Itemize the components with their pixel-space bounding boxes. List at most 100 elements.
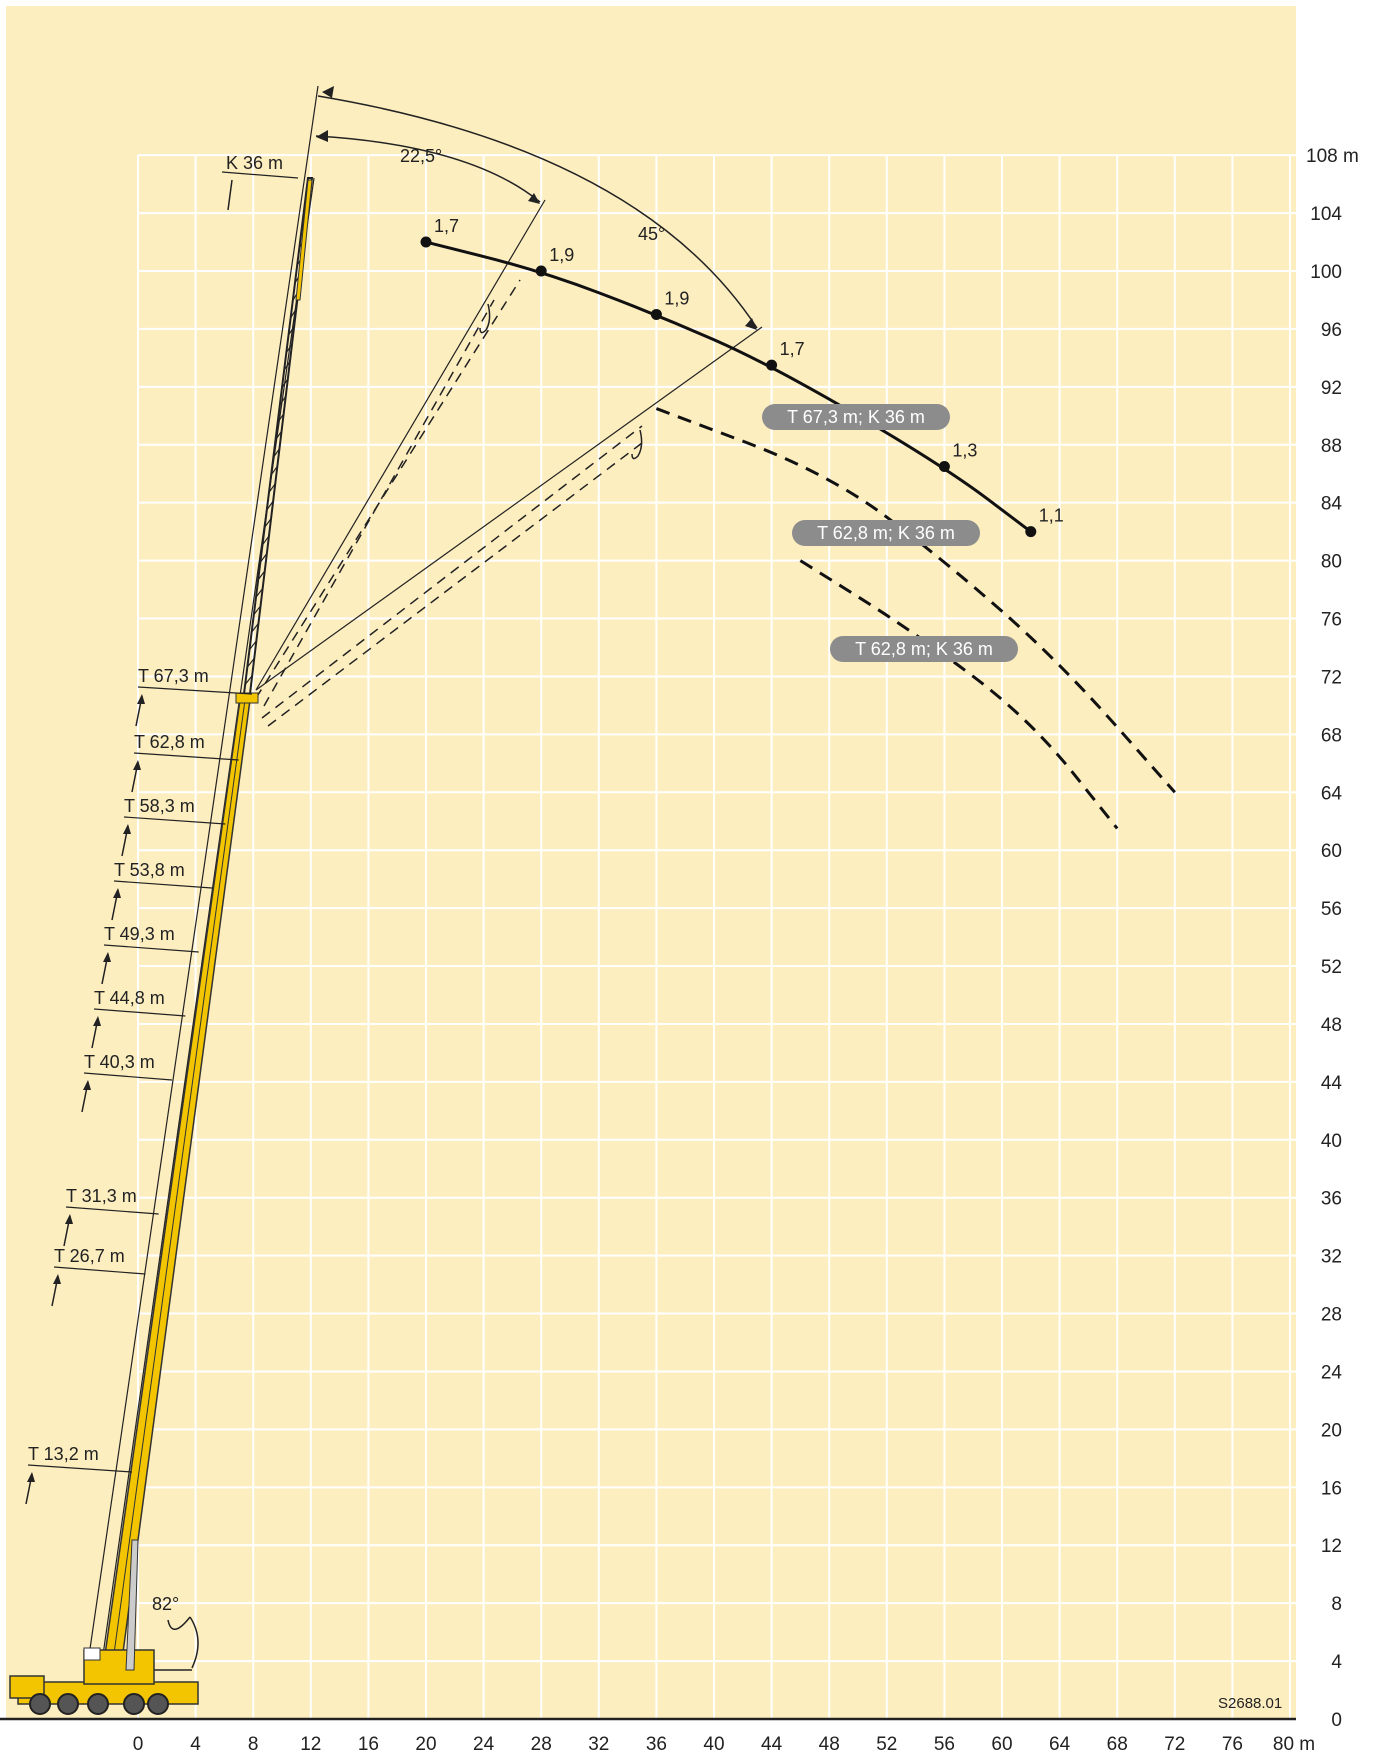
lattice-brace [251,623,259,633]
x-tick-label: 12 [300,1734,321,1755]
lattice-brace [277,413,285,423]
x-tick-label: 32 [588,1734,609,1755]
leader-line [93,1008,186,1017]
x-tick-label: 0 [133,1734,144,1755]
boom-length-label: T 26,7 m [54,1246,125,1266]
angle-label-22: 22,5° [400,146,442,166]
y-tick-label: 60 [1321,841,1342,862]
y-tick-label: 100 [1310,262,1342,283]
y-tick-label: 36 [1321,1189,1342,1210]
wheel [57,1693,79,1715]
y-tick-label: 88 [1321,436,1342,457]
load-value-label: 1,9 [549,245,574,265]
x-unit-label: 80 m [1273,1734,1315,1755]
dashed-jib [261,425,643,719]
leader-line [53,1266,146,1275]
axis-ticks: 0 4 8 12 16 20 24 28 32 36 40 44 48 52 56 60 64 68 72 76 80 … [133,146,1359,1755]
crane-illustration [9,177,314,1715]
boom-length-label: T 31,3 m [66,1186,137,1206]
y-tick-label: 56 [1321,899,1342,920]
x-tick-label: 72 [1164,1734,1185,1755]
lattice-brace [272,448,280,458]
y-tick-label: 52 [1321,957,1342,978]
hook-icon [631,429,643,460]
lattice-brace [275,430,283,441]
boom-sweep [83,85,763,1691]
lattice-brace [259,553,268,563]
x-tick-label: 48 [819,1734,840,1755]
arrow-head [53,1274,61,1284]
boom-edge [108,699,246,1691]
lattice-brace [253,605,262,616]
boom-length-label: T 62,8 m [134,732,205,752]
series-label: T 67,3 m; K 36 m [787,407,925,427]
load-value-label: 1,1 [1039,506,1064,526]
arrow-head [316,130,328,142]
jib-length-label: K 36 m [226,153,283,173]
leader-line [133,752,239,761]
curves: 1,7 1,9 1,9 1,7 1,3 1,1 [420,216,1176,830]
jib-line-22 [255,199,546,691]
x-tick-label: 20 [415,1734,436,1755]
y-tick-label: 12 [1321,1536,1342,1557]
lattice-brace [264,518,272,528]
y-tick-label: 76 [1321,610,1342,631]
x-tick-label: 36 [646,1734,667,1755]
lattice-brace [255,588,264,598]
y-tick-label: 96 [1321,320,1342,341]
load-point [1025,526,1037,538]
boom-length-label: T 49,3 m [104,924,175,944]
x-tick-label: 60 [991,1734,1012,1755]
lattice-brace [266,500,274,511]
series-label: T 62,8 m; K 36 m [817,523,955,543]
boom-centerline [97,177,315,1691]
curve-series [425,240,1032,533]
wheel [87,1693,109,1715]
leader-line [83,1072,173,1081]
boom-length-label: T 67,3 m [138,666,209,686]
crane-cab-window [83,1647,101,1661]
series-pill [792,520,980,546]
drawing-code: S2688.01 [1218,1695,1282,1712]
y-tick-label: 4 [1331,1652,1342,1673]
y-tick-label: 84 [1321,494,1343,515]
lattice-brace [281,378,289,388]
wheel [123,1693,145,1715]
jib-tip [295,179,313,301]
arrow-head [528,193,540,204]
x-tick-label: 52 [876,1734,897,1755]
y-tick-label: 72 [1321,667,1342,688]
leader-line [113,880,213,889]
driver-cab [9,1675,45,1699]
jib-line-45 [255,326,763,691]
hook-icon [479,303,491,334]
y-tick-label: 48 [1321,1015,1342,1036]
load-point [535,265,547,277]
wheel [29,1693,51,1715]
lattice-brace [268,483,276,493]
y-tick-label: 80 [1321,552,1342,573]
series-pill [830,636,1018,662]
x-tick-label: 64 [1049,1734,1071,1755]
load-point [766,359,778,371]
arrow-head [133,760,141,770]
arrow-head [103,952,111,962]
x-tick-label: 56 [934,1734,955,1755]
up-arrow-icon [227,179,233,211]
y-tick-label: 64 [1321,783,1343,804]
angle-arc-82 [167,1616,191,1630]
arrow-head [745,318,757,330]
series-pill [762,404,950,430]
load-value-label: 1,9 [664,288,689,308]
x-tick-label: 4 [190,1734,201,1755]
curve-series [655,407,1176,794]
lattice-brace [279,395,287,406]
angle-label-45: 45° [638,224,665,244]
arrow-head [113,888,121,898]
wheel [147,1693,169,1715]
angle-arc-45 [317,95,758,329]
boom-length-label: T 13,2 m [28,1444,99,1464]
lattice-brace [285,343,293,353]
arrow-head [83,1080,91,1090]
y-tick-label: 40 [1321,1131,1342,1152]
